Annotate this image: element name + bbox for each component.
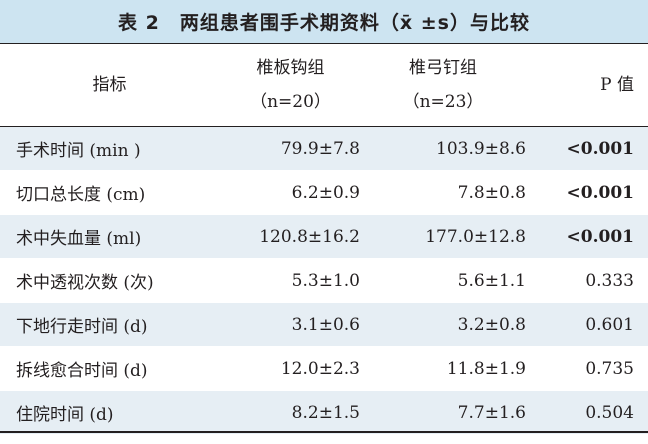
table-cell: <0.001: [526, 126, 648, 171]
table-cell: 3.2±0.8: [360, 302, 526, 347]
table-row: 拆线愈合时间 (d) 12.0±2.3 11.8±1.9 0.735: [0, 346, 648, 391]
data-table: 指标 椎板钩组 （n=20） 椎弓钉组 （n=23） P 值 手术时间 (min ) 79.…: [0, 44, 648, 435]
table-cell: 术中透视次数 (次): [0, 258, 220, 303]
column-header: 椎弓钉组 （n=23）: [360, 44, 526, 127]
table-cell: 103.9±8.6: [360, 126, 526, 171]
column-header: P 值: [526, 44, 648, 127]
table-cell: 0.735: [526, 346, 648, 391]
table-row: 术中失血量 (ml) 120.8±16.2 177.0±12.8 <0.001: [0, 214, 648, 259]
header-row: 指标 椎板钩组 （n=20） 椎弓钉组 （n=23） P 值: [0, 44, 648, 127]
table-body: 手术时间 (min ) 79.9±7.8 103.9±8.6 <0.001 切口总长度 …: [0, 126, 648, 435]
column-sub: （n=20）: [250, 92, 331, 112]
table-cell: <0.001: [526, 214, 648, 259]
table-cell: 8.2±1.5: [220, 390, 360, 435]
table-row: 手术时间 (min ) 79.9±7.8 103.9±8.6 <0.001: [0, 126, 648, 171]
column-header: 指标: [0, 44, 220, 127]
column-name: 椎弓钉组: [409, 58, 477, 78]
column-name: P 值: [600, 75, 634, 95]
column-name: 椎板钩组: [256, 58, 325, 78]
table-cell: 5.6±1.1: [360, 258, 526, 303]
table-cell: 0.601: [526, 302, 648, 347]
table-row: 术中透视次数 (次) 5.3±1.0 5.6±1.1 0.333: [0, 258, 648, 303]
table-cell: 177.0±12.8: [360, 214, 526, 259]
table-cell: 切口总长度 (cm): [0, 170, 220, 215]
table-row: 切口总长度 (cm) 6.2±0.9 7.8±0.8 <0.001: [0, 170, 648, 215]
column-header: 椎板钩组 （n=20）: [220, 44, 360, 127]
table-cell: 住院时间 (d): [0, 390, 220, 435]
table-cell: 6.2±0.9: [220, 170, 360, 215]
table-cell: 5.3±1.0: [220, 258, 360, 303]
table-cell: 拆线愈合时间 (d): [0, 346, 220, 391]
table-cell: 0.333: [526, 258, 648, 303]
table-row: 住院时间 (d) 8.2±1.5 7.7±1.6 0.504: [0, 390, 648, 435]
table-cell: 79.9±7.8: [220, 126, 360, 171]
table-cell: <0.001: [526, 170, 648, 215]
column-sub: （n=23）: [402, 92, 484, 112]
table-cell: 120.8±16.2: [220, 214, 360, 259]
table-cell: 7.8±0.8: [360, 170, 526, 215]
column-name: 指标: [92, 75, 127, 95]
table-row: 下地行走时间 (d) 3.1±0.6 3.2±0.8 0.601: [0, 302, 648, 347]
table-cell: 12.0±2.3: [220, 346, 360, 391]
table-cell: 7.7±1.6: [360, 390, 526, 435]
table-cell: 术中失血量 (ml): [0, 214, 220, 259]
table-title: 表 2 两组患者围手术期资料（x̄ ±s）与比较: [0, 0, 648, 44]
table-cell: 0.504: [526, 390, 648, 435]
table-cell: 下地行走时间 (d): [0, 302, 220, 347]
bottom-rule: [0, 431, 648, 433]
table-cell: 3.1±0.6: [220, 302, 360, 347]
table-cell: 手术时间 (min ): [0, 126, 220, 171]
table-cell: 11.8±1.9: [360, 346, 526, 391]
